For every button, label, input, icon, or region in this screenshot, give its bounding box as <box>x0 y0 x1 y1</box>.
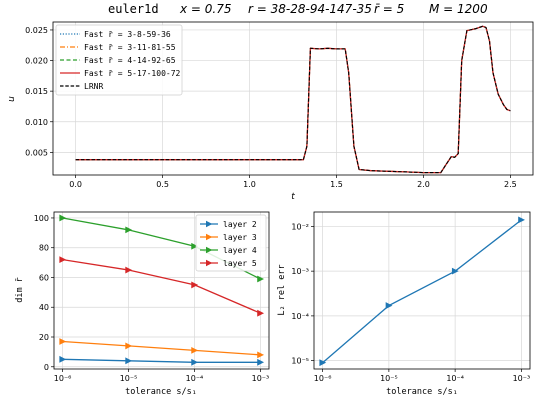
bl-y-tick-label: 80 <box>39 244 49 253</box>
bl-legend-marker <box>206 233 213 241</box>
top-y-axis-label: u <box>7 96 17 102</box>
bl-x-tick-label: 10⁻³ <box>252 374 270 383</box>
bl-y-axis-label: dim r̄ <box>15 277 25 303</box>
title-r: r = 38-28-94-147-35 <box>248 2 372 16</box>
br-data-marker <box>451 267 459 275</box>
top-legend-label: Fast r̄ = 4-14-92-65 <box>84 56 176 65</box>
br-x-tick-label: 10⁻³ <box>513 374 531 383</box>
top-legend-label: Fast r̄ = 5-17-100-72 <box>84 69 181 78</box>
bl-legend-box <box>195 214 267 272</box>
bl-data-marker <box>125 357 133 365</box>
br-x-tick-label: 10⁻⁶ <box>314 374 332 383</box>
br-x-tick-label: 10⁻⁴ <box>446 374 464 383</box>
top-y-tick-label: 0.020 <box>25 57 48 66</box>
top-y-tick-label: 0.025 <box>25 26 48 35</box>
bl-series-line <box>62 340 261 356</box>
bl-data-marker <box>191 281 199 289</box>
top-y-tick-label: 0.010 <box>25 118 48 127</box>
bl-legend: layer 2 layer 3 layer 4 layer 5 <box>195 214 267 272</box>
br-y-axis-label: L₂ rel err <box>277 264 287 315</box>
bl-legend-label: layer 5 <box>223 259 257 268</box>
bl-x-axis-label: tolerance s/s₁ <box>125 387 197 397</box>
bl-y-tick-label: 40 <box>39 303 49 312</box>
bl-legend-marker <box>206 259 213 267</box>
top-y-tick-label: 0.005 <box>25 148 48 157</box>
br-x-axis-label: tolerance s/s₁ <box>386 387 458 397</box>
br-data-marker <box>319 359 327 367</box>
top-x-tick-label: 1.0 <box>243 180 256 189</box>
top-legend-label: Fast r̄ = 3-8-59-36 <box>84 30 171 39</box>
bl-x-tick-label: 10⁻⁵ <box>120 374 138 383</box>
bl-data-marker <box>59 338 67 345</box>
top-x-tick-label: 1.5 <box>330 180 343 189</box>
top-legend-box <box>55 24 183 96</box>
bl-data-marker <box>125 266 133 274</box>
top-x-axis-label: t <box>291 192 295 202</box>
top-legend: Fast r̄ = 3-8-59-36 Fast r̄ = 3-11-81-55 F… <box>55 24 183 96</box>
top-legend-label: Fast r̄ = 3-11-81-55 <box>84 43 176 52</box>
bl-legend-label: layer 4 <box>223 246 257 255</box>
bl-data-marker <box>125 226 133 234</box>
br-x-tick-label: 10⁻⁵ <box>380 374 398 383</box>
br-y-tick-label: 10⁻⁵ <box>291 357 309 366</box>
title-rbar: r̄ = 5 <box>374 2 405 16</box>
br-data-marker <box>385 302 393 309</box>
top-x-tick-label: 0.0 <box>69 180 82 189</box>
bl-data-marker <box>191 358 199 366</box>
top-series-line <box>75 25 511 174</box>
bl-data-marker <box>125 342 133 350</box>
bl-data-marker <box>257 309 265 317</box>
bl-y-tick-label: 20 <box>39 333 49 342</box>
bl-y-tick-label: 60 <box>39 273 49 282</box>
bl-legend-marker <box>206 246 213 254</box>
bl-y-tick-label: 0 <box>44 363 49 372</box>
bl-data-marker <box>191 346 199 354</box>
bl-data-marker <box>257 358 265 366</box>
top-legend-label: LRNR <box>84 82 103 91</box>
br-y-tick-label: 10⁻³ <box>291 267 309 276</box>
top-y-tick-label: 0.015 <box>25 87 48 96</box>
bl-y-tick-label: 100 <box>34 214 49 223</box>
bl-legend-label: layer 2 <box>223 220 257 229</box>
br-series-line <box>322 219 522 364</box>
title-m: M = 1200 <box>429 2 488 16</box>
bl-data-marker <box>257 275 265 283</box>
bl-legend-marker <box>206 220 213 228</box>
bl-x-tick-label: 10⁻⁴ <box>186 374 204 383</box>
bl-data-marker <box>191 242 199 250</box>
top-x-tick-label: 2.0 <box>417 180 430 189</box>
figure-title: euler1d x = 0.75 r = 38-28-94-147-35 r̄ … <box>0 2 540 20</box>
bl-data-marker <box>59 256 67 264</box>
bl-legend-label: layer 3 <box>223 233 257 242</box>
bl-x-tick-label: 10⁻⁶ <box>54 374 72 383</box>
bl-data-marker <box>59 214 67 222</box>
br-y-tick-label: 10⁻² <box>291 222 309 231</box>
top-x-tick-label: 2.5 <box>504 180 517 189</box>
top-x-tick-label: 0.5 <box>156 180 169 189</box>
bl-series-line <box>62 258 261 314</box>
title-name: euler1d <box>108 2 159 16</box>
title-x: x = 0.75 <box>180 2 232 16</box>
bl-data-marker <box>59 355 67 363</box>
br-data-marker <box>518 216 525 224</box>
br-y-tick-label: 10⁻⁴ <box>291 312 309 321</box>
bl-series-line <box>62 358 261 363</box>
bl-data-marker <box>257 351 265 359</box>
